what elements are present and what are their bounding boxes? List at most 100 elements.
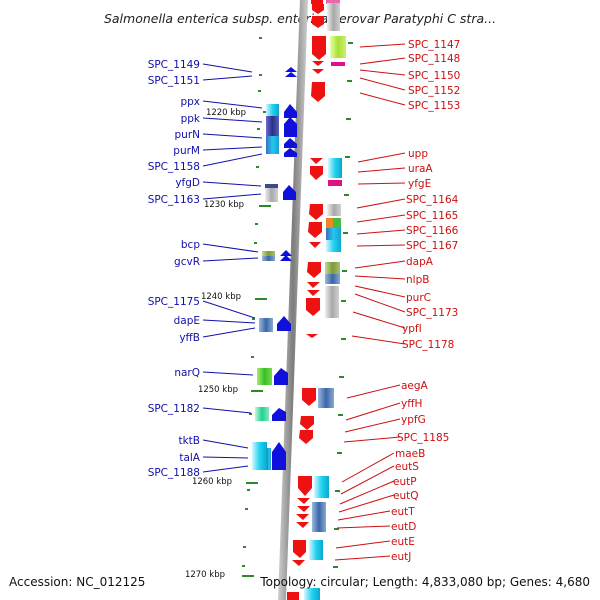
- gene-block[interactable]: [266, 116, 279, 136]
- gene-arrow[interactable]: [280, 255, 292, 261]
- gene-label[interactable]: SPC_1165: [406, 210, 458, 222]
- gene-arrow[interactable]: [309, 204, 323, 220]
- gene-arrow[interactable]: [296, 522, 309, 528]
- gene-arrow[interactable]: [293, 540, 306, 558]
- gene-block[interactable]: [252, 442, 267, 470]
- gene-label[interactable]: upp: [408, 148, 428, 160]
- gene-arrow[interactable]: [297, 498, 310, 504]
- gene-label[interactable]: gcvR: [174, 256, 200, 268]
- gene-arrow[interactable]: [283, 185, 296, 200]
- gene-label[interactable]: SPC_1152: [408, 85, 460, 97]
- gene-label[interactable]: purM: [173, 145, 200, 157]
- gene-arrow[interactable]: [308, 222, 322, 238]
- gene-block[interactable]: [259, 318, 273, 332]
- gene-block[interactable]: [326, 228, 341, 240]
- gene-block[interactable]: [330, 36, 346, 58]
- gene-arrow[interactable]: [285, 67, 297, 72]
- gene-arrow[interactable]: [311, 82, 325, 102]
- gene-block[interactable]: [257, 368, 272, 385]
- gene-label[interactable]: yffH: [401, 398, 422, 410]
- gene-label[interactable]: purN: [175, 129, 201, 141]
- gene-arrow[interactable]: [298, 476, 312, 496]
- gene-block[interactable]: [325, 274, 340, 284]
- gene-label[interactable]: ypfG: [401, 414, 426, 426]
- gene-arrow[interactable]: [306, 334, 318, 338]
- gene-arrow[interactable]: [310, 166, 323, 180]
- gene-label[interactable]: eutJ: [391, 551, 411, 563]
- gene-label[interactable]: SPC_1166: [406, 225, 459, 237]
- gene-block[interactable]: [266, 136, 279, 154]
- gene-block[interactable]: [314, 476, 329, 498]
- gene-arrow[interactable]: [307, 290, 320, 296]
- gene-label[interactable]: yfgE: [408, 178, 431, 190]
- gene-block[interactable]: [318, 388, 334, 408]
- gene-arrow[interactable]: [310, 158, 323, 164]
- gene-arrow[interactable]: [297, 506, 310, 512]
- gene-label[interactable]: SPC_1149: [148, 59, 200, 71]
- gene-label[interactable]: SPC_1185: [397, 432, 449, 444]
- gene-label[interactable]: maeB: [395, 448, 425, 460]
- gene-label[interactable]: SPC_1163: [148, 194, 200, 206]
- gene-arrow[interactable]: [307, 262, 321, 278]
- gene-arrow[interactable]: [300, 416, 314, 430]
- gene-label[interactable]: SPC_1173: [406, 307, 458, 319]
- gene-arrow[interactable]: [312, 36, 326, 60]
- gene-arrow[interactable]: [277, 316, 291, 331]
- gene-arrow[interactable]: [284, 104, 297, 118]
- gene-label[interactable]: SPC_1158: [148, 161, 200, 173]
- gene-label[interactable]: yfgD: [175, 177, 200, 189]
- gene-label[interactable]: SPC_1147: [408, 39, 460, 51]
- gene-block[interactable]: [265, 184, 278, 202]
- gene-block[interactable]: [312, 502, 326, 532]
- gene-block[interactable]: [325, 286, 339, 318]
- gene-block[interactable]: [326, 240, 341, 252]
- gene-block[interactable]: [327, 3, 340, 31]
- gene-label[interactable]: ypfI: [402, 323, 422, 335]
- gene-arrow[interactable]: [284, 148, 297, 157]
- gene-label[interactable]: SPC_1148: [408, 53, 460, 65]
- gene-label[interactable]: SPC_1153: [408, 100, 460, 112]
- gene-block[interactable]: [325, 262, 340, 274]
- gene-arrow[interactable]: [296, 514, 309, 520]
- gene-label[interactable]: purC: [406, 292, 431, 304]
- gene-label[interactable]: SPC_1164: [406, 194, 459, 206]
- gene-label[interactable]: narQ: [174, 367, 200, 379]
- gene-label[interactable]: SPC_1175: [148, 296, 200, 308]
- gene-label[interactable]: SPC_1150: [408, 70, 460, 82]
- gene-block[interactable]: [328, 158, 342, 178]
- gene-arrow[interactable]: [312, 69, 324, 74]
- gene-label[interactable]: SPC_1188: [148, 467, 200, 479]
- gene-block[interactable]: [266, 104, 279, 116]
- gene-label[interactable]: SPC_1182: [148, 403, 200, 415]
- gene-label[interactable]: eutS: [395, 461, 419, 473]
- gene-arrow[interactable]: [274, 368, 288, 385]
- gene-block[interactable]: [255, 407, 269, 421]
- gene-arrow[interactable]: [302, 388, 316, 406]
- gene-label[interactable]: eutD: [391, 521, 416, 533]
- gene-label[interactable]: SPC_1178: [402, 339, 454, 351]
- gene-block[interactable]: [309, 540, 323, 560]
- gene-label[interactable]: yffB: [179, 332, 200, 344]
- gene-label[interactable]: uraA: [408, 163, 433, 175]
- gene-label[interactable]: talA: [179, 452, 200, 464]
- gene-label[interactable]: eutE: [391, 536, 415, 548]
- gene-label[interactable]: eutP: [393, 476, 417, 488]
- gene-label[interactable]: eutT: [391, 506, 415, 518]
- gene-label[interactable]: SPC_1151: [148, 75, 200, 87]
- gene-block[interactable]: [326, 218, 333, 228]
- gene-arrow[interactable]: [309, 242, 321, 248]
- gene-arrow[interactable]: [280, 250, 292, 256]
- gene-label[interactable]: aegA: [401, 380, 429, 392]
- gene-arrow[interactable]: [285, 72, 297, 77]
- gene-label[interactable]: SPC_1167: [406, 240, 458, 252]
- gene-block[interactable]: [333, 218, 341, 228]
- gene-label[interactable]: ppx: [180, 96, 200, 108]
- gene-label[interactable]: dapA: [406, 256, 434, 268]
- gene-arrow[interactable]: [299, 430, 313, 444]
- gene-arrow[interactable]: [272, 442, 286, 470]
- gene-arrow[interactable]: [284, 117, 297, 137]
- gene-arrow[interactable]: [292, 560, 305, 566]
- gene-arrow[interactable]: [306, 298, 320, 316]
- gene-label[interactable]: ppk: [181, 113, 201, 125]
- gene-label[interactable]: nlpB: [406, 274, 429, 286]
